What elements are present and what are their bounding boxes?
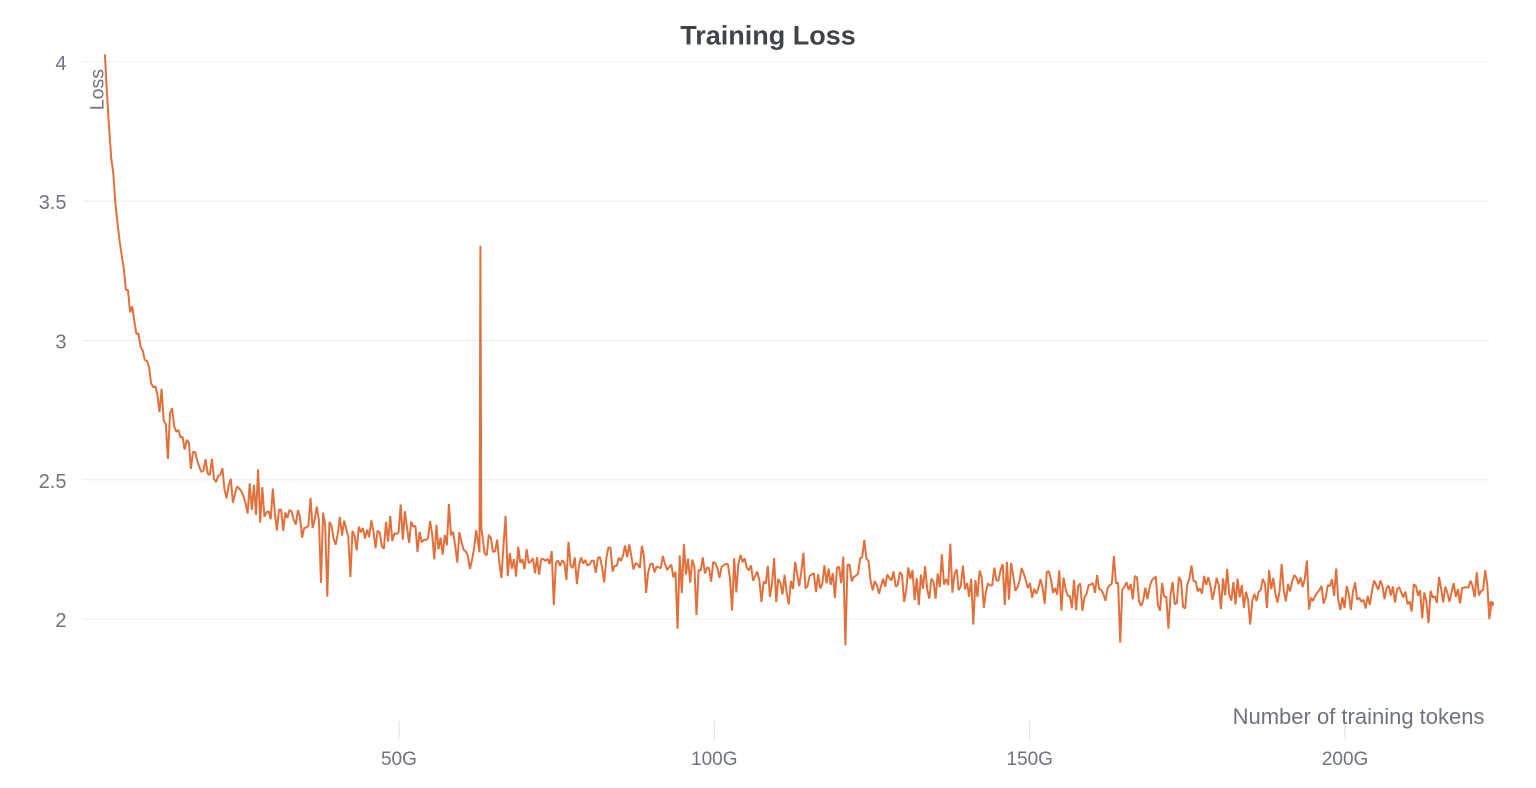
svg-text:150G: 150G (1006, 749, 1052, 770)
svg-text:100G: 100G (691, 749, 737, 770)
svg-text:4: 4 (55, 53, 66, 75)
svg-text:Training Loss: Training Loss (680, 20, 856, 50)
svg-text:3.5: 3.5 (39, 192, 67, 214)
svg-text:Number of training tokens: Number of training tokens (1233, 704, 1485, 729)
svg-text:50G: 50G (381, 749, 417, 770)
svg-text:3: 3 (55, 332, 66, 354)
svg-text:Loss: Loss (87, 69, 109, 110)
svg-text:2: 2 (55, 610, 66, 632)
svg-text:200G: 200G (1322, 749, 1368, 770)
svg-text:2.5: 2.5 (39, 471, 67, 493)
